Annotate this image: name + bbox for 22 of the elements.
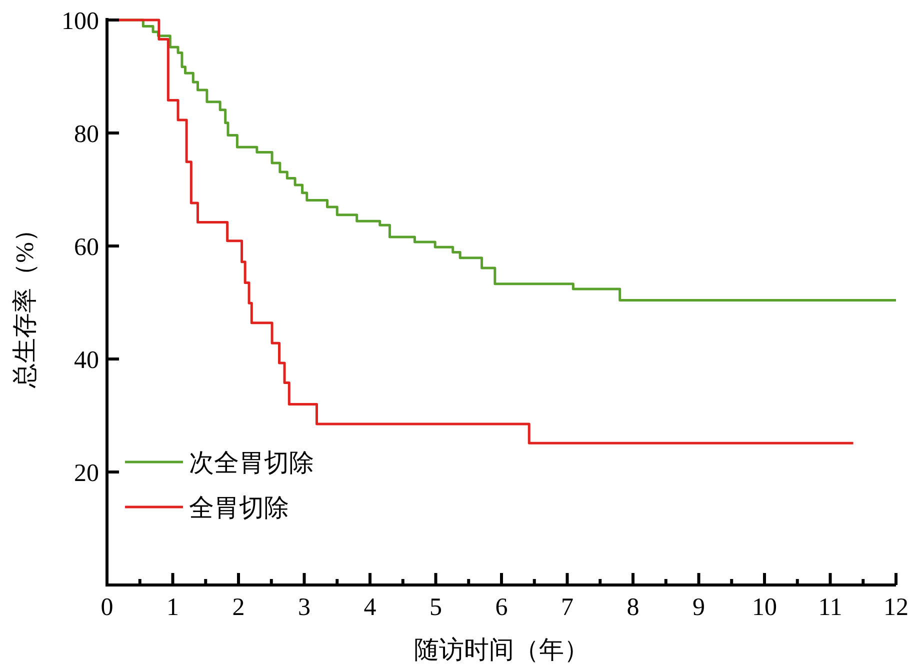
x-tick-label: 5 (430, 594, 442, 621)
x-tick-label: 2 (232, 594, 245, 621)
x-tick-label: 8 (626, 594, 640, 621)
x-tick-label: 7 (561, 594, 574, 621)
y-tick-label: 80 (74, 121, 99, 148)
x-tick-label: 1 (166, 594, 179, 621)
x-tick-label: 9 (692, 594, 705, 621)
y-axis-title: 总生存率（%） (11, 217, 39, 389)
x-tick-label: 11 (818, 594, 842, 621)
x-tick-label: 12 (884, 594, 908, 621)
y-tick-label: 40 (74, 347, 99, 374)
x-tick-label: 4 (364, 594, 377, 621)
x-tick-label: 6 (495, 594, 508, 621)
x-tick-label: 10 (752, 594, 777, 621)
y-tick-label: 60 (74, 234, 99, 261)
x-axis-title: 随访时间（年） (414, 636, 589, 664)
legend-label: 次全胃切除 (189, 450, 314, 477)
y-tick-label: 20 (74, 460, 99, 487)
x-tick-label: 0 (100, 594, 114, 621)
x-tick-label: 3 (298, 594, 310, 621)
legend-label: 全胃切除 (189, 495, 289, 522)
y-tick-label: 100 (62, 8, 99, 35)
